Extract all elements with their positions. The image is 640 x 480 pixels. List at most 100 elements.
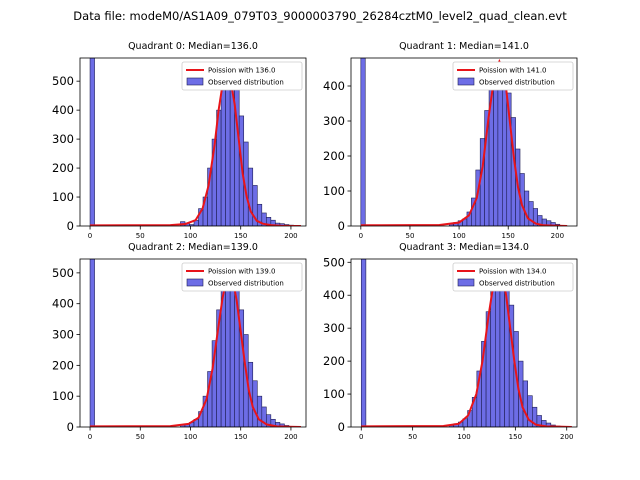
quadrant-0-title: Quadrant 0: Median=136.0	[128, 41, 258, 52]
quadrant-2-legend-bar-swatch	[186, 278, 204, 287]
quadrant-1-legend-observed-label: Observed distribution	[479, 79, 555, 87]
quadrant-0-ytick-label: 100	[52, 190, 74, 204]
quadrant-0-xtick-label: 150	[234, 232, 247, 240]
quadrant-3-plot-area	[360, 259, 572, 427]
quadrant-0-xtick-label: 0	[88, 232, 92, 240]
quadrant-3-xtick-label: 150	[509, 433, 522, 441]
quadrant-2-ytick-label: 0	[67, 420, 74, 434]
quadrant-2-histogram-bar	[89, 259, 95, 427]
quadrant-3-legend-box	[452, 262, 574, 292]
quadrant-3-title: Quadrant 3: Median=134.0	[399, 242, 529, 253]
quadrant-2-histogram-bar	[225, 272, 231, 427]
quadrant-3-xtick-label: 200	[560, 433, 573, 441]
quadrant-0-axes-frame	[79, 57, 307, 227]
quadrant-2-xtick-label: 100	[184, 433, 197, 441]
quadrant-1-ytick-label: 0	[338, 219, 345, 233]
quadrant-0-ytick-label: 400	[52, 103, 74, 117]
quadrant-3-ytick-label: 400	[323, 288, 345, 302]
quadrant-0-ytick-label: 300	[52, 132, 74, 146]
quadrant-2-histogram-bar	[256, 395, 263, 427]
quadrant-1-legend: Poission with 141.0 Observed distribution	[452, 61, 574, 91]
quadrant-0-legend-observed-label: Observed distribution	[208, 79, 284, 87]
quadrant-3-legend: Poission with 134.0 Observed distribution	[452, 262, 574, 292]
panels: Quadrant 0: Median=136.00100200300400500…	[52, 41, 578, 441]
quadrant-0-legend-poisson-label: Poission with 136.0	[208, 67, 276, 75]
quadrant-3-histogram-bar	[495, 271, 501, 427]
quadrant-2-histogram-bar	[229, 269, 235, 427]
quadrant-0-plot-area	[89, 58, 301, 226]
quadrant-1-histogram-bar	[493, 71, 499, 226]
quadrant-3-histogram-bar	[499, 268, 505, 427]
quadrant-0-histogram-bar	[225, 73, 231, 226]
quadrant-2-histogram-bar	[252, 380, 258, 427]
quadrant-0-histogram-bar	[247, 167, 254, 226]
quadrant-0-ytick-label: 200	[52, 161, 74, 175]
quadrant-1-legend-poisson-label: Poission with 141.0	[479, 67, 547, 75]
quadrant-1-xtick-label: 50	[405, 232, 414, 240]
quadrant-1-panel: Quadrant 1: Median=141.0 0 100 200 300 400 0 50…	[323, 41, 578, 240]
quadrant-2-ytick-label: 200	[52, 358, 74, 372]
quadrant-1-ytick-label: 300	[323, 114, 345, 128]
quadrant-0-legend-box	[181, 61, 303, 91]
quadrant-2-xtick-label: 200	[284, 433, 297, 441]
quadrant-0-ytick-label: 0	[67, 219, 74, 233]
quadrant-2-xtick-label: 50	[136, 433, 145, 441]
quadrant-1-xtick-label: 0	[359, 232, 363, 240]
quadrant-0-xtick-label: 100	[184, 232, 197, 240]
quadrant-2-legend-observed-label: Observed distribution	[208, 280, 284, 288]
quadrant-3-histogram-bar	[360, 259, 367, 427]
quadrant-0-xtick-label: 200	[284, 232, 297, 240]
quadrant-2-legend-poisson-label: Poission with 139.0	[208, 268, 276, 276]
quadrant-0-poisson-curve	[90, 69, 301, 226]
quadrant-2-ytick-label: 300	[52, 328, 74, 342]
quadrant-1-xtick-label: 100	[452, 232, 465, 240]
quadrant-2-xtick-label: 0	[88, 433, 92, 441]
quadrant-3-histogram-bar	[490, 288, 496, 427]
quadrant-3-legend-bar-swatch	[457, 278, 475, 287]
quadrant-2-ytick-label: 400	[52, 297, 74, 311]
quadrant-3-ytick-label: 100	[323, 387, 345, 401]
quadrant-0-histogram-bar	[220, 89, 226, 226]
quadrant-2-legend-box	[181, 262, 303, 292]
quadrant-3-xtick-label: 0	[359, 433, 363, 441]
quadrant-1-legend-box	[452, 61, 574, 91]
quadrant-0-legend-bar-swatch	[186, 77, 204, 86]
quadrant-0-xtick-label: 50	[136, 232, 145, 240]
quadrant-3-histogram-bar	[522, 380, 528, 427]
quadrant-1-axes-frame	[350, 57, 578, 227]
quadrant-3-ytick-label: 300	[323, 321, 345, 335]
quadrant-1-ytick-label: 200	[323, 149, 345, 163]
quadrant-2-ytick-label: 500	[52, 266, 74, 280]
quadrant-0-legend: Poission with 136.0 Observed distribution	[181, 61, 303, 91]
quadrant-1-ytick-label: 100	[323, 184, 345, 198]
quadrant-2-ytick-label: 100	[52, 389, 74, 403]
quadrant-0-panel: Quadrant 0: Median=136.00100200300400500…	[52, 41, 307, 240]
quadrant-0-histogram-bar	[89, 58, 95, 226]
quadrant-1-histogram-bar	[360, 58, 366, 226]
quadrant-2-xtick-label: 150	[234, 433, 247, 441]
quadrant-3-xtick-label: 100	[457, 433, 470, 441]
quadrant-2-title: Quadrant 2: Median=139.0	[128, 242, 258, 253]
quadrant-1-plot-area	[360, 58, 568, 226]
quadrant-3-panel: Quadrant 3: Median=134.00100200300400500…	[323, 242, 578, 441]
quadrant-3-poisson-curve	[361, 266, 572, 427]
quadrant-1-histogram-bar	[524, 190, 530, 226]
figure-title: Data file: modeM0/AS1A09_079T03_90000037…	[73, 9, 567, 23]
quadrant-1-title: Quadrant 1: Median=141.0	[399, 41, 529, 52]
quadrant-1-xtick-label: 150	[502, 232, 515, 240]
quadrant-0-ytick-label: 500	[52, 74, 74, 88]
quadrant-1-ytick-label: 400	[323, 79, 345, 93]
quadrant-2-axes-frame	[79, 258, 307, 428]
quadrant-3-xtick-label: 50	[408, 433, 417, 441]
quadrant-2-poisson-curve	[90, 270, 302, 427]
quadrant-3-ytick-label: 500	[323, 255, 345, 269]
quadrant-1-xtick-label: 200	[551, 232, 564, 240]
quadrant-3-ytick-label: 0	[338, 420, 345, 434]
quadrant-1-legend-bar-swatch	[457, 77, 475, 86]
quadrant-2-panel: Quadrant 2: Median=139.00100200300400500…	[52, 242, 307, 441]
quadrant-3-legend-observed-label: Observed distribution	[479, 280, 555, 288]
quadrant-3-ytick-label: 200	[323, 354, 345, 368]
quadrant-3-legend-poisson-label: Poission with 134.0	[479, 268, 547, 276]
quadrant-2-legend: Poission with 139.0 Observed distribution	[181, 262, 303, 292]
